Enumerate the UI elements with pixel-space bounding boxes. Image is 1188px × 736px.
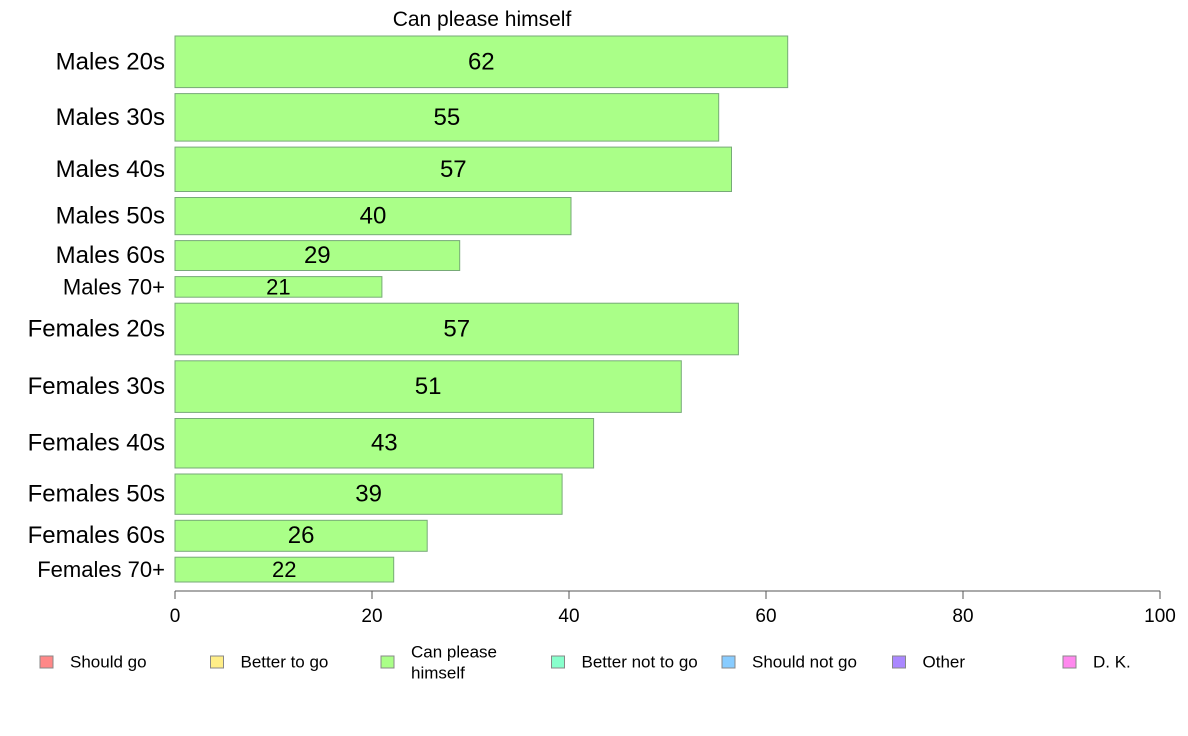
data-label: 21 — [266, 274, 290, 299]
category-label: Females 60s — [28, 522, 165, 549]
x-tick-label: 20 — [361, 606, 382, 627]
data-label: 62 — [468, 48, 495, 75]
bar — [174, 418, 595, 469]
data-label: 57 — [440, 156, 467, 183]
category-label: Females 40s — [28, 430, 165, 457]
bar — [174, 197, 572, 236]
bar — [174, 473, 563, 515]
category-label: Females 30s — [28, 373, 165, 400]
legend-label: Other — [923, 653, 966, 672]
legend-swatch — [892, 655, 906, 669]
data-label: 43 — [371, 430, 398, 457]
legend: Should go Better to go Can please himself Be… — [39, 642, 1131, 682]
data-label: 57 — [443, 316, 470, 343]
data-label: 55 — [434, 104, 461, 131]
bar — [174, 519, 428, 552]
data-label: 26 — [288, 522, 315, 549]
data-label: 29 — [304, 242, 331, 269]
bar — [174, 35, 789, 89]
category-label: Males 50s — [56, 203, 165, 230]
category-label: Males 60s — [56, 242, 165, 269]
x-axis: 0 20 40 60 80 100 — [170, 590, 1176, 627]
chart-title: Can please himself — [393, 8, 572, 31]
x-tick-label: 0 — [170, 606, 181, 627]
bar — [174, 93, 720, 142]
bar-group: Males 20s 62 Males 30s 55 Males 40s 57 Males 5… — [28, 35, 789, 583]
legend-swatch — [1062, 655, 1077, 669]
x-tick-label: 60 — [755, 606, 776, 627]
data-label: 40 — [360, 203, 387, 230]
data-label: 39 — [355, 481, 382, 508]
legend-label: Better to go — [241, 653, 329, 672]
data-label: 51 — [415, 373, 442, 400]
category-label: Males 20s — [56, 48, 165, 75]
legend-label: Can please himself — [411, 642, 497, 682]
bar — [174, 146, 732, 193]
category-label: Females 70+ — [37, 557, 165, 582]
bar — [174, 360, 682, 413]
category-label: Females 20s — [28, 316, 165, 343]
data-label: 22 — [272, 557, 296, 582]
bar — [174, 240, 461, 272]
x-tick-label: 100 — [1144, 606, 1176, 627]
legend-label-line: Can please — [411, 642, 497, 661]
x-tick-label: 40 — [558, 606, 579, 627]
legend-label: Should not go — [752, 653, 857, 672]
legend-swatch — [551, 655, 565, 669]
legend-label: Should go — [70, 653, 147, 672]
legend-label-line: himself — [411, 663, 465, 682]
bar — [174, 302, 739, 356]
legend-swatch — [721, 655, 736, 669]
legend-label: D. K. — [1093, 653, 1131, 672]
bar — [174, 276, 383, 298]
category-label: Males 30s — [56, 104, 165, 131]
bar — [174, 556, 395, 583]
x-tick-label: 80 — [952, 606, 973, 627]
category-label: Males 70+ — [63, 274, 165, 299]
legend-label: Better not to go — [582, 653, 698, 672]
legend-swatch — [380, 655, 395, 669]
category-label: Females 50s — [28, 481, 165, 508]
legend-swatch — [39, 655, 54, 669]
category-label: Males 40s — [56, 156, 165, 183]
legend-swatch — [210, 655, 224, 669]
